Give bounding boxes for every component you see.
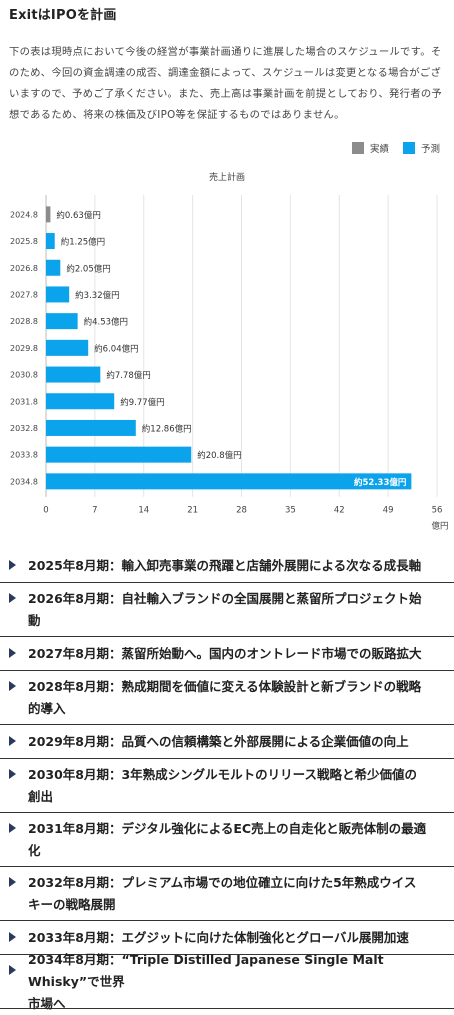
triangle-right-icon [9,736,16,746]
milestone-text: 動 [28,612,41,628]
y-tick-label: 2030.8 [10,371,38,380]
legend-forecast-label: 予測 [420,144,440,155]
y-tick-label: 2025.8 [10,237,38,246]
y-tick-label: 2024.8 [10,210,38,219]
x-tick-label: 21 [187,506,198,516]
data-label: 約9.77億円 [120,397,164,408]
milestone-item: 2025年8月期：輸入卸売事業の飛躍と店舗外展開による次なる成長軸 [0,549,454,583]
bar-2032.8 [46,419,136,436]
bar-2028.8 [46,313,78,330]
milestone-text: 市場へ [28,995,66,1011]
x-tick-label: 42 [334,506,345,516]
data-label: 約2.05億円 [66,263,110,274]
data-label: 約4.53億円 [84,317,128,328]
page-title: ExitはIPOを計画 [9,8,117,23]
triangle-right-icon [9,648,16,658]
triangle-right-icon [9,593,16,603]
milestone-text: 2034年8月期：“Triple Distilled Japanese Sing… [28,951,384,989]
milestone-text: 2026年8月期：自社輸入ブランドの全国展開と蒸留所プロジェクト始 [28,590,422,606]
triangle-right-icon [9,560,16,570]
bar-2031.8 [46,393,115,410]
milestone-text: 的導入 [28,700,66,716]
milestone-item: 2026年8月期：自社輸入ブランドの全国展開と蒸留所プロジェクト始動 [0,583,454,637]
bar-2029.8 [46,339,89,356]
x-tick-label: 49 [383,506,394,516]
y-tick-label: 2026.8 [10,264,38,273]
data-label: 約3.32億円 [75,290,119,301]
milestone-item: 2028年8月期：熟成期間を価値に変える体験設計と新ブランドの戦略 的導入 [0,671,454,725]
data-label: 約52.33億円 [354,477,406,488]
milestone-text: 2027年8月期：蒸留所始動へ。国内のオントレード市場での販路拡大 [28,645,422,661]
triangle-right-icon [9,877,16,887]
x-tick-label: 14 [138,506,149,516]
x-tick-label: 56 [432,506,443,516]
legend-forecast-swatch [402,142,415,154]
milestone-text: 2030年8月期：3年熟成シングルモルトのリリース戦略と希少価値の [28,766,418,782]
bar-2024.8 [46,206,51,223]
data-label: 約6.04億円 [94,343,138,354]
bar-2027.8 [46,286,70,303]
y-tick-label: 2028.8 [10,317,38,326]
milestone-list: 2025年8月期：輸入卸売事業の飛躍と店舗外展開による次なる成長軸 2026年8月… [0,549,454,1011]
legend-actual: 実績 [351,141,389,155]
data-label: 約20.8億円 [197,450,241,461]
sales-plan-chart: 0 7 14 21 28 35 42 49 56 億円 2024.8 約0.63億円 2025.8 約1.… [10,195,449,532]
triangle-right-icon [9,932,16,942]
milestone-item: 2031年8月期：デジタル強化によるEC売上の自走化と販売体制の最適化 [0,813,454,867]
y-tick-label: 2033.8 [10,451,38,460]
chart-legend: 実績 予測 [338,141,440,155]
legend-actual-swatch [351,142,364,154]
y-tick-label: 2034.8 [10,477,38,486]
triangle-right-icon [9,965,16,975]
milestone-item: 2029年8月期：品質への信頼構築と外部展開による企業価値の向上 [0,725,454,759]
y-tick-label: 2031.8 [10,397,38,406]
milestone-item: 2034年8月期：“Triple Distilled Japanese Sing… [0,952,454,1011]
disclaimer-text: 下の表は現時点において今後の経営が事業計画通りに進展した場合のスケジュールです。… [9,46,443,121]
bar-2025.8 [46,233,55,250]
x-tick-label: 7 [92,506,97,516]
milestone-text: 2029年8月期：品質への信頼構築と外部展開による企業価値の向上 [28,733,409,749]
milestone-item: 2032年8月期：プレミアム市場での地位確立に向けた5年熟成ウイス キーの戦略展開 [0,867,454,921]
legend-actual-label: 実績 [369,144,389,155]
milestone-text: 創出 [28,788,54,804]
milestone-text: 2028年8月期：熟成期間を価値に変える体験設計と新ブランドの戦略 [28,678,422,694]
x-tick-label: 35 [285,506,296,516]
milestone-text: キーの戦略展開 [28,896,116,912]
triangle-right-icon [9,823,16,833]
bar-2034.8 [46,473,412,490]
y-tick-label: 2027.8 [10,290,38,299]
milestone-text: 2031年8月期：デジタル強化によるEC売上の自走化と販売体制の最適 [28,820,427,836]
chart-title: 売上計画 [208,173,245,183]
milestone-item: 2033年8月期：エグジットに向けた体制強化とグローバル展開加速 [0,921,454,955]
data-label: 約12.86億円 [142,423,192,434]
milestone-text: 2025年8月期：輸入卸売事業の飛躍と店舗外展開による次なる成長軸 [28,557,422,573]
milestone-text: 2033年8月期：エグジットに向けた体制強化とグローバル展開加速 [28,929,409,945]
bar-2030.8 [46,366,101,383]
milestone-item: 2030年8月期：3年熟成シングルモルトのリリース戦略と希少価値の 創出 [0,759,454,813]
x-axis-unit-label: 億円 [431,521,448,532]
triangle-right-icon [9,681,16,691]
data-label: 約0.63億円 [56,210,100,221]
milestone-item: 2027年8月期：蒸留所始動へ。国内のオントレード市場での販路拡大 [0,637,454,671]
x-tick-label: 0 [43,506,48,516]
bar-2026.8 [46,259,61,276]
milestone-text: 化 [28,842,41,858]
y-tick-label: 2029.8 [10,344,38,353]
data-label: 約1.25億円 [61,237,105,248]
bar-2033.8 [46,446,192,463]
milestone-text: 2032年8月期：プレミアム市場での地位確立に向けた5年熟成ウイス [28,874,417,890]
triangle-right-icon [9,769,16,779]
data-label: 約7.78億円 [106,370,150,381]
legend-forecast: 予測 [402,141,440,155]
x-tick-label: 28 [236,506,247,516]
y-tick-label: 2032.8 [10,424,38,433]
